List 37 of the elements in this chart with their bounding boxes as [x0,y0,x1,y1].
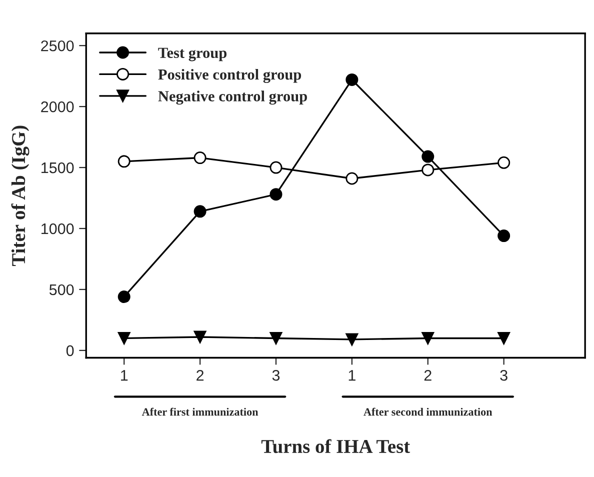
point [422,164,434,176]
point [498,230,510,242]
point [422,332,434,344]
x-tick-label: 3 [272,370,280,381]
point [422,150,434,163]
y-tick-label: 0 [66,345,74,356]
legend-label: Negative control group [158,90,307,105]
text: After second immunization [364,408,492,416]
point [270,161,282,174]
x-tick-label: 2 [196,370,204,381]
y-tick-label: 2500 [41,40,74,52]
legend-label: Test group [158,48,227,62]
point [194,152,206,164]
x-tick-label: 1 [121,370,128,381]
point [194,205,206,218]
y-tick-label: 500 [49,284,74,296]
x-tick-label: 1 [348,370,356,381]
point [346,333,358,346]
text: After first immunization [142,408,258,416]
x-tick-label: 2 [424,370,432,381]
y-tick-label: 1000 [42,223,74,234]
y-tick-label: 2000 [41,101,74,112]
x-axis-title: Turns of IHA Test [261,439,410,454]
point [118,332,130,344]
point [346,172,358,185]
legend-label: Positive control group [158,68,302,83]
y-axis-title: Titer of Ab (IgG) [11,126,30,266]
point [270,188,282,201]
y-tick-label: 1500 [42,162,74,174]
point [498,156,510,169]
point [346,73,358,86]
point [118,155,130,168]
point [270,332,282,344]
point [498,332,510,344]
x-tick-label: 3 [500,370,508,381]
point [118,290,130,304]
point [194,330,206,344]
